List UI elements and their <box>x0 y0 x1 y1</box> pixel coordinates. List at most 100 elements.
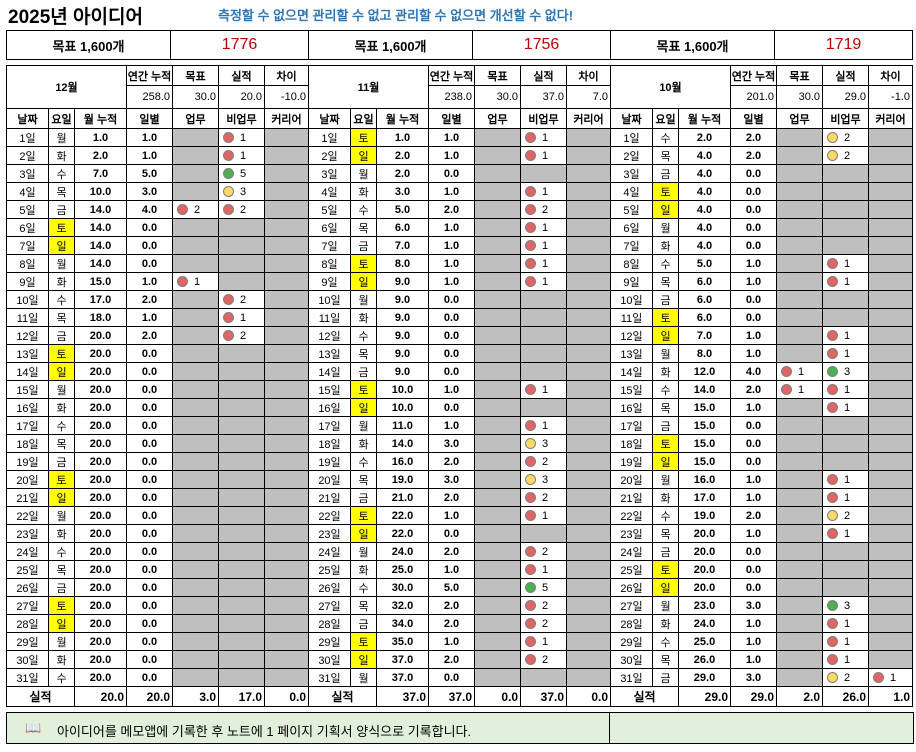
daily-count-cell[interactable]: 0.0 <box>730 578 777 597</box>
weekday-cell[interactable]: 금 <box>48 200 75 219</box>
daily-count-cell[interactable]: 0.0 <box>730 200 777 219</box>
weekday-cell[interactable]: 금 <box>350 614 377 633</box>
date-cell[interactable]: 18일 <box>6 434 49 453</box>
work-cell[interactable] <box>776 524 823 543</box>
work-cell[interactable] <box>474 596 521 615</box>
work-cell[interactable] <box>172 182 219 201</box>
weekday-cell[interactable]: 월 <box>48 128 75 147</box>
weekday-cell[interactable]: 화 <box>350 560 377 579</box>
summary-value[interactable]: 20.0 <box>218 85 265 109</box>
work-cell[interactable] <box>474 398 521 417</box>
monthly-cumulative-cell[interactable]: 3.0 <box>376 182 429 201</box>
career-cell[interactable] <box>868 578 913 597</box>
career-cell[interactable] <box>264 272 309 291</box>
total-value[interactable]: 1.0 <box>868 686 913 707</box>
work-cell[interactable]: 1 <box>776 362 823 381</box>
non-work-cell[interactable]: 1 <box>218 308 265 327</box>
work-cell[interactable] <box>776 632 823 651</box>
weekday-cell[interactable]: 수 <box>652 380 679 399</box>
weekday-cell[interactable]: 일 <box>350 650 377 669</box>
daily-count-cell[interactable]: 1.0 <box>730 632 777 651</box>
non-work-cell[interactable] <box>218 506 265 525</box>
career-cell[interactable] <box>264 488 309 507</box>
weekday-cell[interactable]: 목 <box>652 398 679 417</box>
career-cell[interactable] <box>566 344 611 363</box>
weekday-cell[interactable]: 수 <box>350 452 377 471</box>
date-cell[interactable]: 27일 <box>308 596 351 615</box>
total-value[interactable]: 26.0 <box>822 686 869 707</box>
weekday-cell[interactable]: 금 <box>652 290 679 309</box>
monthly-cumulative-cell[interactable]: 15.0 <box>74 272 127 291</box>
date-cell[interactable]: 28일 <box>6 614 49 633</box>
weekday-cell[interactable]: 화 <box>48 524 75 543</box>
monthly-cumulative-cell[interactable]: 30.0 <box>376 578 429 597</box>
work-cell[interactable] <box>172 344 219 363</box>
monthly-cumulative-cell[interactable]: 1.0 <box>74 128 127 147</box>
non-work-cell[interactable]: 1 <box>822 326 869 345</box>
date-cell[interactable]: 31일 <box>6 668 49 687</box>
date-cell[interactable]: 26일 <box>6 578 49 597</box>
monthly-cumulative-cell[interactable]: 4.0 <box>678 236 731 255</box>
daily-count-cell[interactable]: 2.0 <box>428 650 475 669</box>
work-cell[interactable] <box>474 218 521 237</box>
monthly-cumulative-cell[interactable]: 9.0 <box>376 308 429 327</box>
weekday-cell[interactable]: 화 <box>350 434 377 453</box>
work-cell[interactable] <box>776 578 823 597</box>
daily-count-cell[interactable]: 4.0 <box>126 200 173 219</box>
daily-count-cell[interactable]: 0.0 <box>126 434 173 453</box>
weekday-cell[interactable]: 화 <box>48 650 75 669</box>
work-cell[interactable] <box>474 434 521 453</box>
weekday-cell[interactable]: 월 <box>652 596 679 615</box>
career-cell[interactable] <box>868 308 913 327</box>
weekday-cell[interactable]: 화 <box>652 236 679 255</box>
date-cell[interactable]: 25일 <box>308 560 351 579</box>
weekday-cell[interactable]: 화 <box>652 614 679 633</box>
weekday-cell[interactable]: 금 <box>48 578 75 597</box>
work-cell[interactable] <box>172 470 219 489</box>
date-cell[interactable]: 1일 <box>6 128 49 147</box>
date-cell[interactable]: 16일 <box>610 398 653 417</box>
monthly-cumulative-cell[interactable]: 5.0 <box>376 200 429 219</box>
monthly-cumulative-cell[interactable]: 20.0 <box>74 470 127 489</box>
career-cell[interactable] <box>566 470 611 489</box>
monthly-cumulative-cell[interactable]: 17.0 <box>678 488 731 507</box>
monthly-cumulative-cell[interactable]: 6.0 <box>678 308 731 327</box>
daily-count-cell[interactable]: 1.0 <box>428 254 475 273</box>
daily-count-cell[interactable]: 0.0 <box>126 344 173 363</box>
date-cell[interactable]: 15일 <box>308 380 351 399</box>
date-cell[interactable]: 10일 <box>610 290 653 309</box>
monthly-cumulative-cell[interactable]: 8.0 <box>678 344 731 363</box>
weekday-cell[interactable]: 목 <box>652 272 679 291</box>
monthly-cumulative-cell[interactable]: 4.0 <box>678 146 731 165</box>
career-cell[interactable] <box>264 344 309 363</box>
non-work-cell[interactable]: 1 <box>520 416 567 435</box>
non-work-cell[interactable]: 2 <box>822 668 869 687</box>
daily-count-cell[interactable]: 2.0 <box>730 506 777 525</box>
non-work-cell[interactable]: 3 <box>822 596 869 615</box>
career-cell[interactable] <box>264 632 309 651</box>
date-cell[interactable]: 29일 <box>308 632 351 651</box>
work-cell[interactable] <box>474 128 521 147</box>
weekday-cell[interactable]: 목 <box>350 218 377 237</box>
date-cell[interactable]: 9일 <box>6 272 49 291</box>
date-cell[interactable]: 22일 <box>6 506 49 525</box>
daily-count-cell[interactable]: 1.0 <box>428 632 475 651</box>
monthly-cumulative-cell[interactable]: 15.0 <box>678 452 731 471</box>
weekday-cell[interactable]: 일 <box>652 578 679 597</box>
summary-value[interactable]: 201.0 <box>730 85 777 109</box>
career-cell[interactable] <box>264 308 309 327</box>
weekday-cell[interactable]: 수 <box>48 668 75 687</box>
work-cell[interactable] <box>172 146 219 165</box>
non-work-cell[interactable] <box>218 380 265 399</box>
weekday-cell[interactable]: 수 <box>350 578 377 597</box>
monthly-cumulative-cell[interactable]: 9.0 <box>376 290 429 309</box>
daily-count-cell[interactable]: 0.0 <box>126 506 173 525</box>
date-cell[interactable]: 30일 <box>610 650 653 669</box>
career-cell[interactable] <box>868 380 913 399</box>
date-cell[interactable]: 7일 <box>308 236 351 255</box>
date-cell[interactable]: 13일 <box>610 344 653 363</box>
date-cell[interactable]: 8일 <box>308 254 351 273</box>
career-cell[interactable] <box>566 182 611 201</box>
work-cell[interactable] <box>474 668 521 687</box>
monthly-cumulative-cell[interactable]: 22.0 <box>376 524 429 543</box>
